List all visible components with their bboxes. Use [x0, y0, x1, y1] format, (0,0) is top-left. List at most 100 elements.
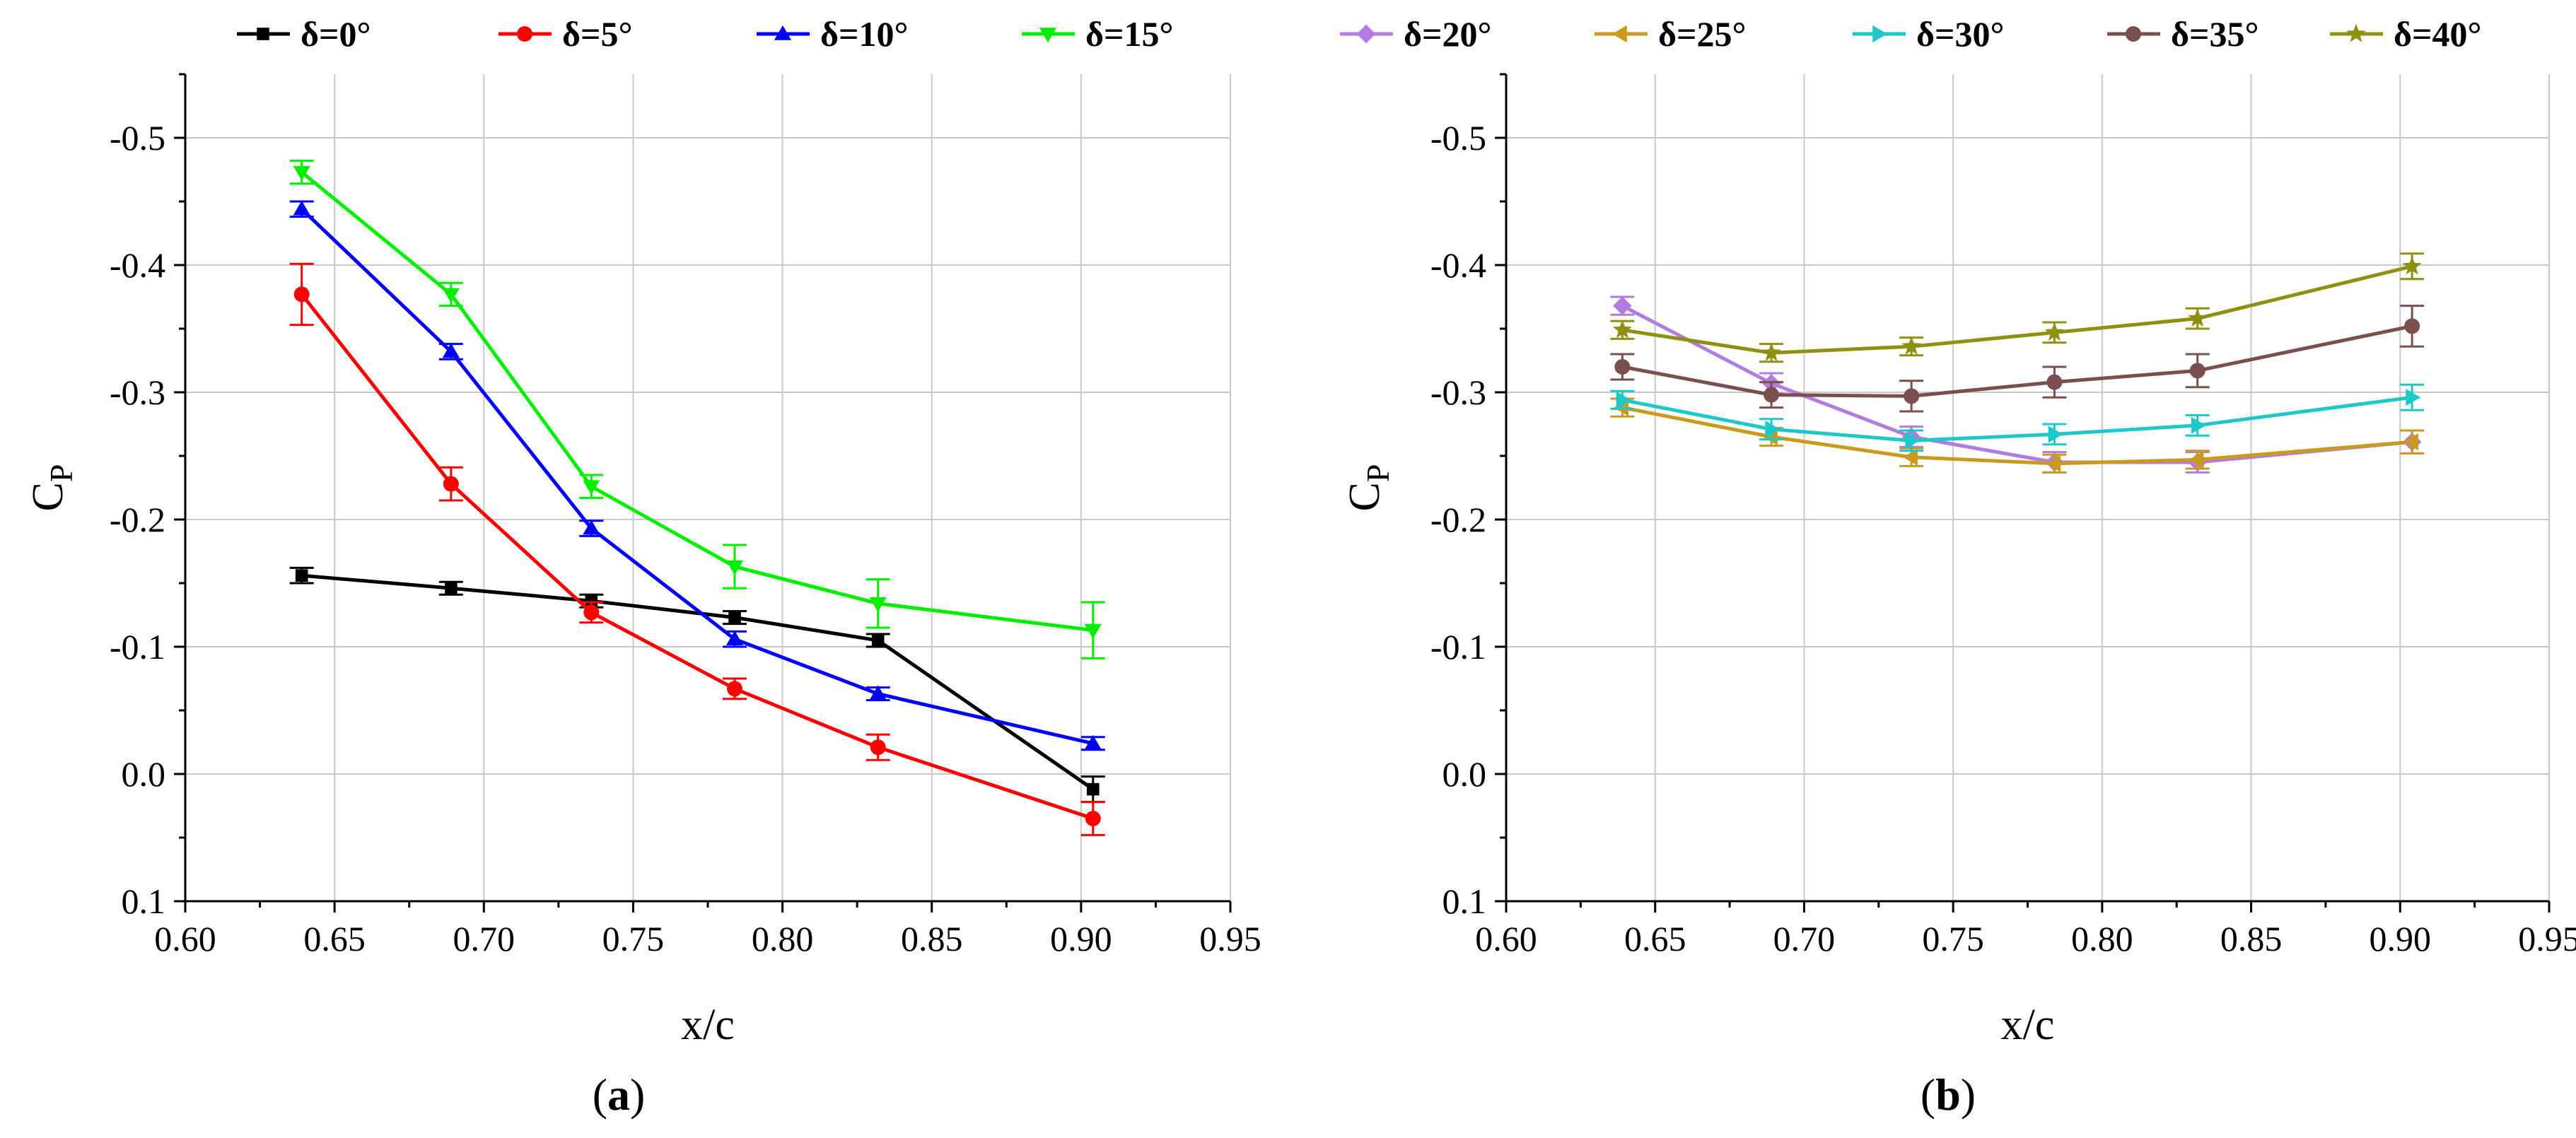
y-tick-label: -0.3	[1430, 373, 1486, 412]
series-line	[1621, 324, 2413, 398]
legend-marker	[774, 25, 792, 40]
legend-label: δ=0°	[301, 14, 371, 54]
legend-label: δ=30°	[1916, 14, 2004, 54]
x-tick-label: 0.75	[602, 919, 665, 958]
data-point	[442, 343, 460, 358]
data-point	[869, 597, 887, 612]
legend-marker	[2346, 23, 2366, 42]
y-tick-label: -0.2	[1430, 500, 1486, 539]
y-axis-title: CP	[24, 464, 79, 512]
data-point	[2044, 322, 2065, 341]
legend-entry: δ=10°	[757, 14, 908, 54]
y-tick-label: 0.0	[1443, 754, 1487, 794]
data-point	[2402, 256, 2422, 275]
series-line	[301, 170, 1094, 633]
data-point	[1616, 391, 1631, 409]
data-point	[1903, 448, 1918, 466]
legend-label: δ=10°	[820, 14, 908, 54]
x-tick-label: 0.60	[1475, 919, 1537, 958]
x-tick-label: 0.70	[453, 919, 515, 958]
data-point	[2404, 318, 2420, 334]
legend-marker	[257, 28, 269, 40]
legend-label: δ=35°	[2171, 14, 2259, 54]
data-point	[293, 200, 310, 216]
x-tick-label: 0.85	[901, 919, 963, 958]
data-point	[2188, 308, 2208, 327]
y-axis-title-main: C	[24, 482, 72, 511]
y-tick-label: 0.1	[122, 881, 166, 921]
x-tick-label: 0.80	[752, 919, 814, 958]
x-tick-label: 0.95	[1199, 919, 1261, 958]
series-4	[1610, 305, 2425, 413]
series-1	[289, 566, 1105, 804]
chart-panel-b: 0.60 0.65 0.70 0.75 0.80 0.85 0.90 0.95 0.1 0.0 -0…	[1340, 14, 2576, 1120]
data-point	[1084, 623, 1102, 639]
data-point	[445, 582, 457, 594]
panel-label-letter: a	[607, 1069, 630, 1120]
data-point	[1085, 811, 1101, 826]
panel-label-close: )	[630, 1069, 645, 1120]
x-tick-label: 0.85	[2220, 919, 2283, 958]
data-point	[443, 476, 459, 492]
y-axis-title-subscript: P	[1360, 464, 1396, 483]
data-point	[869, 685, 887, 700]
y-axis-title: CP	[1341, 464, 1396, 512]
legend-marker	[2126, 26, 2141, 42]
data-point	[1765, 421, 1781, 438]
data-point	[442, 288, 460, 303]
x-axis-title: x/c	[2001, 1001, 2055, 1049]
legend-marker	[517, 26, 532, 42]
x-axis-title: x/c	[681, 1001, 735, 1049]
legend-label: δ=40°	[2394, 14, 2481, 54]
data-point	[1084, 734, 1102, 750]
legend-entry: δ=40°	[2330, 14, 2481, 54]
y-tick-label: -0.4	[110, 245, 165, 285]
panel-label-open: (	[593, 1069, 607, 1120]
x-tick-label: 0.95	[2518, 919, 2576, 958]
data-point	[725, 630, 744, 645]
x-tick-label: 0.65	[303, 919, 366, 958]
data-point	[2048, 426, 2063, 443]
legend-label: δ=5°	[562, 14, 632, 54]
series-2	[289, 262, 1105, 836]
panel-label-letter: b	[1935, 1069, 1961, 1120]
y-tick-label: -0.2	[110, 500, 165, 539]
data-point	[2403, 433, 2418, 451]
data-point	[583, 520, 600, 535]
x-tick-label: 0.60	[154, 919, 216, 958]
y-tick-label: -0.5	[1430, 118, 1486, 158]
data-point	[870, 739, 886, 756]
y-tick-label: -0.3	[110, 373, 165, 412]
x-tick-label: 0.90	[2370, 919, 2432, 958]
data-point	[295, 569, 308, 582]
data-point	[2406, 389, 2421, 406]
data-point	[1905, 432, 1921, 450]
legend-entry: δ=35°	[2107, 14, 2259, 54]
data-point	[2046, 454, 2061, 472]
series-line	[1621, 395, 2413, 442]
y-tick-label: -0.1	[1430, 627, 1486, 667]
data-point	[1613, 296, 1632, 315]
series-5	[1610, 252, 2425, 363]
series-3	[1610, 383, 2425, 452]
legend-marker	[1356, 24, 1376, 44]
series-line	[1621, 304, 2413, 464]
data-point	[583, 480, 600, 495]
data-point	[2046, 374, 2063, 390]
data-point	[1612, 319, 1632, 339]
panel-label: (b)	[1921, 1069, 1976, 1120]
data-point	[725, 560, 744, 575]
legend-entry: δ=20°	[1340, 14, 1491, 54]
data-point	[727, 681, 743, 697]
x-tick-label: 0.70	[1773, 919, 1836, 958]
panel-label: (a)	[593, 1069, 646, 1120]
panel-label-open: (	[1921, 1069, 1935, 1120]
chart-panel-a: 0.60 0.65 0.70 0.75 0.80 0.85 0.90 0.95 0.1 0.0 -0…	[24, 14, 1261, 1120]
data-point	[1901, 336, 1921, 355]
series-4	[289, 159, 1105, 659]
y-tick-label: -0.4	[1430, 245, 1486, 285]
series-3	[289, 200, 1105, 751]
series-line	[300, 207, 1094, 746]
legend-marker	[1039, 28, 1057, 43]
